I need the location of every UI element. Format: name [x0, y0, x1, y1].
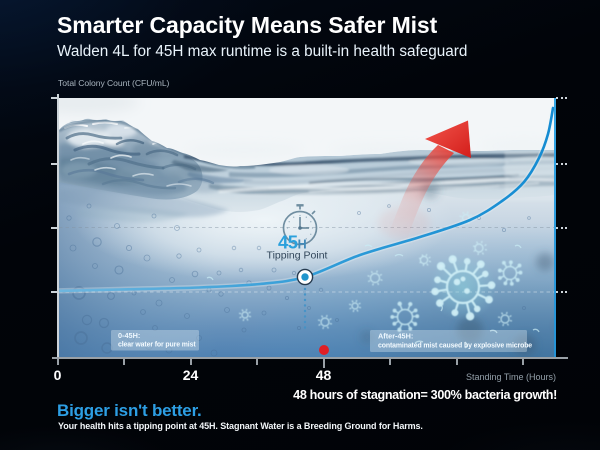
svg-text:After-45H:: After-45H:: [378, 331, 413, 340]
svg-text:Tipping Point: Tipping Point: [267, 250, 328, 262]
svg-text:0-45H:: 0-45H:: [118, 331, 140, 340]
svg-text:contaminated mist caused by ex: contaminated mist caused by explosive mi…: [378, 342, 532, 349]
svg-text:clear water for pure mist: clear water for pure mist: [118, 342, 196, 349]
svg-text:45H: 45H: [278, 232, 307, 253]
